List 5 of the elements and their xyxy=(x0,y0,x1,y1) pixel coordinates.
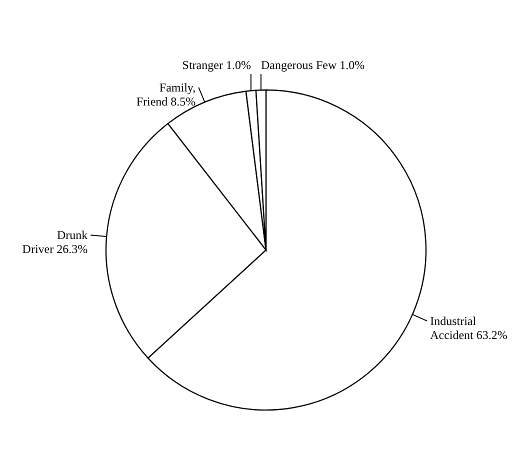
slice-label: Family, Friend 8.5% xyxy=(136,80,196,108)
slice-label: Stranger 1.0% xyxy=(182,58,251,72)
slice-label: Industrial Accident 63.2% xyxy=(430,314,508,342)
slice-label: Dangerous Few 1.0% xyxy=(260,58,365,72)
slice-label: Drunk Driver 26.3% xyxy=(22,228,88,256)
